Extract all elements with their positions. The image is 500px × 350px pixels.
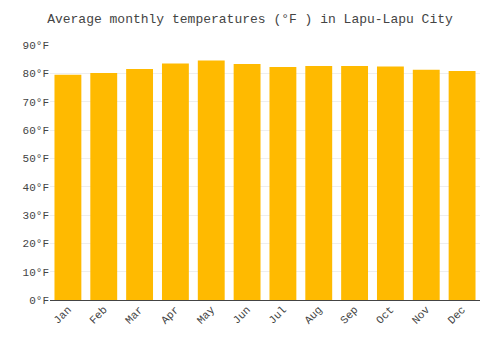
svg-text:70°F: 70°F bbox=[23, 97, 49, 109]
svg-text:20°F: 20°F bbox=[23, 238, 49, 250]
svg-text:10°F: 10°F bbox=[23, 267, 49, 279]
svg-text:Jun: Jun bbox=[231, 304, 253, 326]
svg-text:Feb: Feb bbox=[87, 304, 109, 326]
svg-text:Mar: Mar bbox=[123, 304, 145, 326]
svg-text:Oct: Oct bbox=[374, 304, 396, 326]
svg-text:90°F: 90°F bbox=[23, 40, 49, 52]
svg-text:Aug: Aug bbox=[302, 304, 324, 326]
svg-text:Average monthly temperatures (: Average monthly temperatures (°F ) in La… bbox=[47, 12, 453, 27]
svg-text:May: May bbox=[195, 304, 218, 327]
svg-text:30°F: 30°F bbox=[23, 210, 49, 222]
svg-text:80°F: 80°F bbox=[23, 68, 49, 80]
svg-text:Nov: Nov bbox=[410, 304, 433, 327]
svg-text:Jan: Jan bbox=[51, 304, 73, 326]
svg-text:60°F: 60°F bbox=[23, 125, 49, 137]
svg-text:40°F: 40°F bbox=[23, 182, 49, 194]
svg-text:Jul: Jul bbox=[266, 304, 288, 326]
svg-text:Dec: Dec bbox=[446, 304, 468, 326]
svg-text:Apr: Apr bbox=[159, 304, 181, 326]
svg-text:0°F: 0°F bbox=[29, 295, 49, 307]
svg-text:Sep: Sep bbox=[338, 304, 360, 326]
svg-text:50°F: 50°F bbox=[23, 153, 49, 165]
